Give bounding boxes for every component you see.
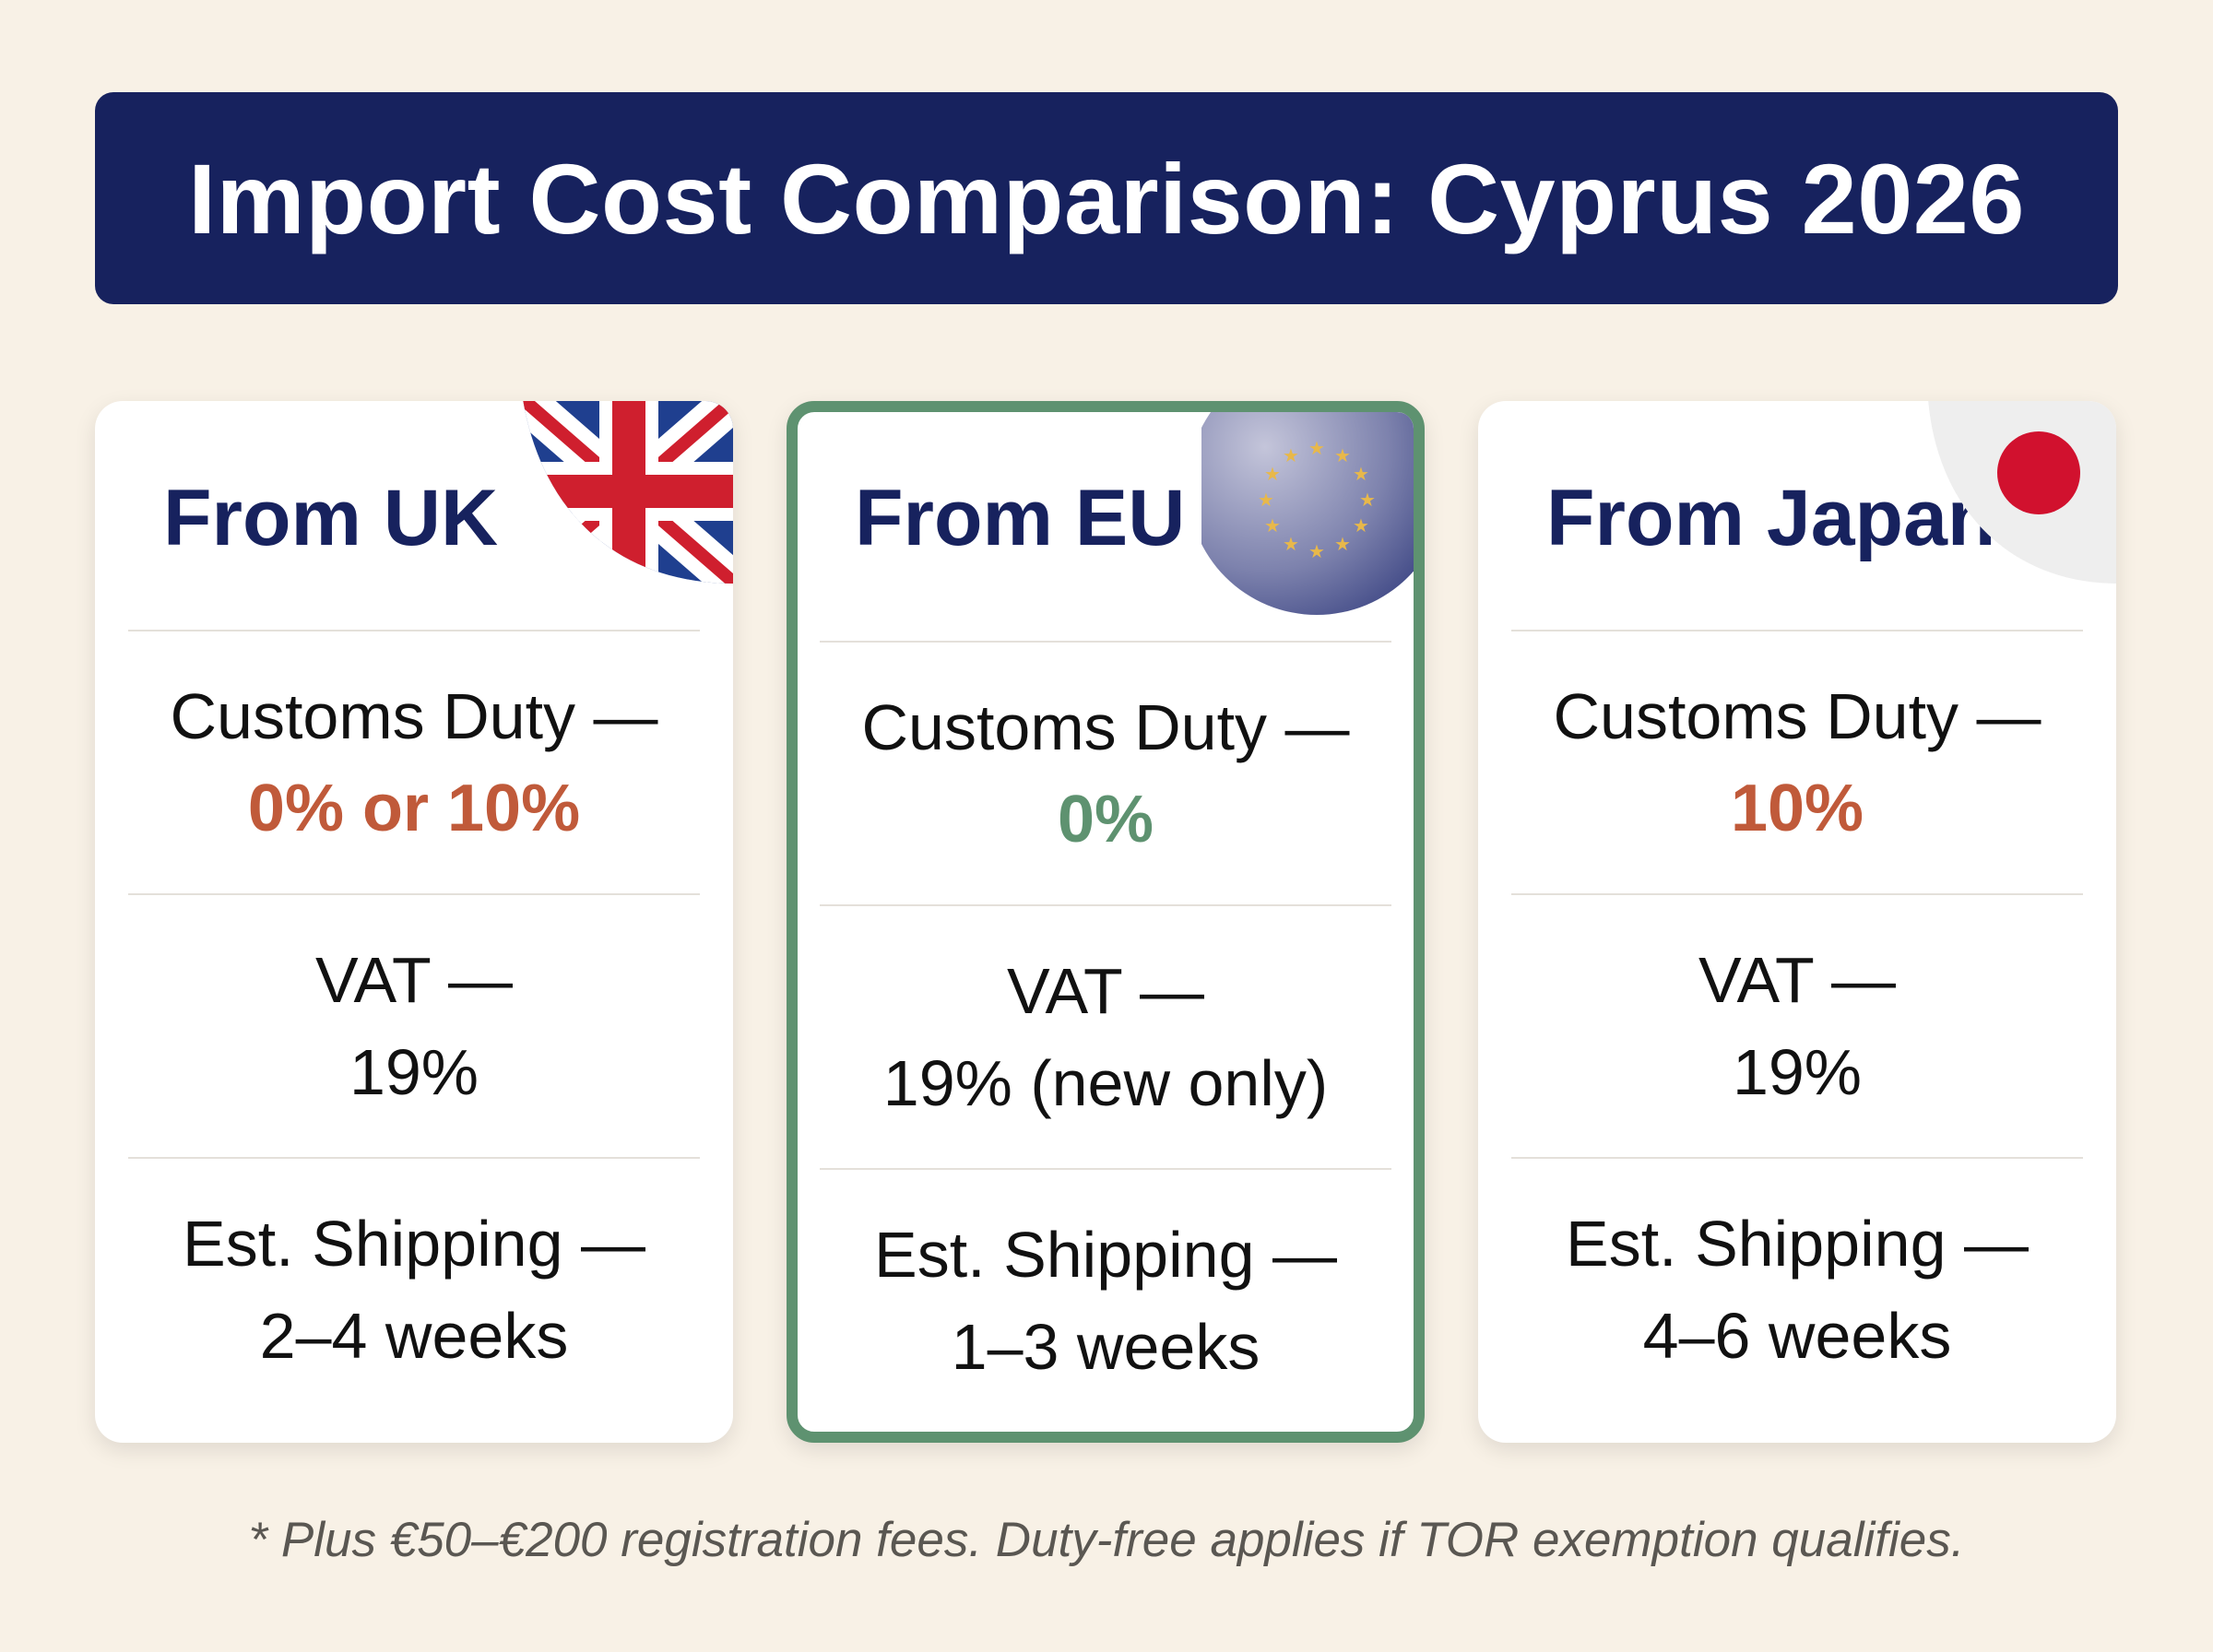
svg-text:★: ★ <box>1334 533 1351 555</box>
uk-flag-icon <box>523 401 733 584</box>
title-banner: Import Cost Comparison: Cyprus 2026 <box>95 92 2118 304</box>
svg-text:★: ★ <box>1359 489 1376 511</box>
card-header: From UK <box>95 401 733 630</box>
shipping-label: Est. Shipping — <box>1566 1208 2029 1280</box>
customs-duty-value: 0% or 10% <box>247 772 581 845</box>
svg-text:★: ★ <box>1353 514 1369 537</box>
card-title: From UK <box>163 474 499 562</box>
divider <box>820 904 1391 906</box>
divider <box>128 1157 700 1159</box>
card-from-eu: From EU ★ ★ ★ ★ ★ ★ ★ ★ ★ ★ <box>787 401 1425 1443</box>
vat-label: VAT — <box>1698 944 1896 1016</box>
customs-duty-value: 10% <box>1730 772 1864 845</box>
shipping-row: Est. Shipping — 1–3 weeks <box>798 1170 1414 1432</box>
shipping-row: Est. Shipping — 4–6 weeks <box>1478 1159 2116 1421</box>
shipping-label: Est. Shipping — <box>183 1208 645 1280</box>
svg-text:★: ★ <box>1308 540 1325 562</box>
vat-value: 19% (new only) <box>882 1047 1329 1119</box>
card-title: From Japan <box>1546 474 1996 562</box>
vat-row: VAT — 19% (new only) <box>798 906 1414 1168</box>
customs-duty-label: Customs Duty — <box>1553 680 2041 752</box>
shipping-value: 4–6 weeks <box>1642 1300 1952 1372</box>
vat-label: VAT — <box>1007 955 1204 1027</box>
vat-value: 19% <box>1732 1036 1863 1108</box>
card-header: From Japan <box>1478 401 2116 630</box>
divider <box>820 641 1391 643</box>
shipping-value: 2–4 weeks <box>259 1300 569 1372</box>
card-from-japan: From Japan Customs Duty — 10% VAT — 19% … <box>1478 401 2116 1443</box>
shipping-value: 1–3 weeks <box>951 1311 1260 1383</box>
customs-duty-row: Customs Duty — 0% <box>798 643 1414 904</box>
divider <box>1511 893 2083 895</box>
divider <box>1511 1157 2083 1159</box>
svg-text:★: ★ <box>1258 489 1274 511</box>
customs-duty-label: Customs Duty — <box>861 691 1350 763</box>
vat-value: 19% <box>349 1036 479 1108</box>
divider <box>1511 630 2083 631</box>
customs-duty-label: Customs Duty — <box>170 680 658 752</box>
shipping-label: Est. Shipping — <box>874 1219 1337 1291</box>
page-title: Import Cost Comparison: Cyprus 2026 <box>188 142 2025 254</box>
svg-text:★: ★ <box>1334 444 1351 466</box>
japan-flag-icon <box>1928 401 2116 584</box>
eu-flag-icon: ★ ★ ★ ★ ★ ★ ★ ★ ★ ★ ★ ★ <box>1201 412 1414 615</box>
shipping-row: Est. Shipping — 2–4 weeks <box>95 1159 733 1421</box>
customs-duty-value: 0% <box>1057 783 1154 856</box>
customs-duty-row: Customs Duty — 0% or 10% <box>95 631 733 893</box>
footnote: * Plus €50–€200 registration fees. Duty-… <box>248 1513 1965 1567</box>
card-title: From EU <box>855 474 1186 562</box>
divider <box>128 630 700 631</box>
vat-row: VAT — 19% <box>1478 895 2116 1157</box>
svg-text:★: ★ <box>1283 444 1299 466</box>
vat-row: VAT — 19% <box>95 895 733 1157</box>
divider <box>820 1168 1391 1170</box>
card-from-uk: From UK Customs Duty — 0% or 10% VAT — 1… <box>95 401 733 1443</box>
svg-text:★: ★ <box>1264 463 1281 485</box>
svg-text:★: ★ <box>1308 437 1325 459</box>
divider <box>128 893 700 895</box>
svg-text:★: ★ <box>1283 533 1299 555</box>
vat-label: VAT — <box>315 944 513 1016</box>
customs-duty-row: Customs Duty — 10% <box>1478 631 2116 893</box>
svg-text:★: ★ <box>1264 514 1281 537</box>
svg-text:★: ★ <box>1353 463 1369 485</box>
card-header: From EU ★ ★ ★ ★ ★ ★ ★ ★ ★ ★ <box>798 412 1414 641</box>
